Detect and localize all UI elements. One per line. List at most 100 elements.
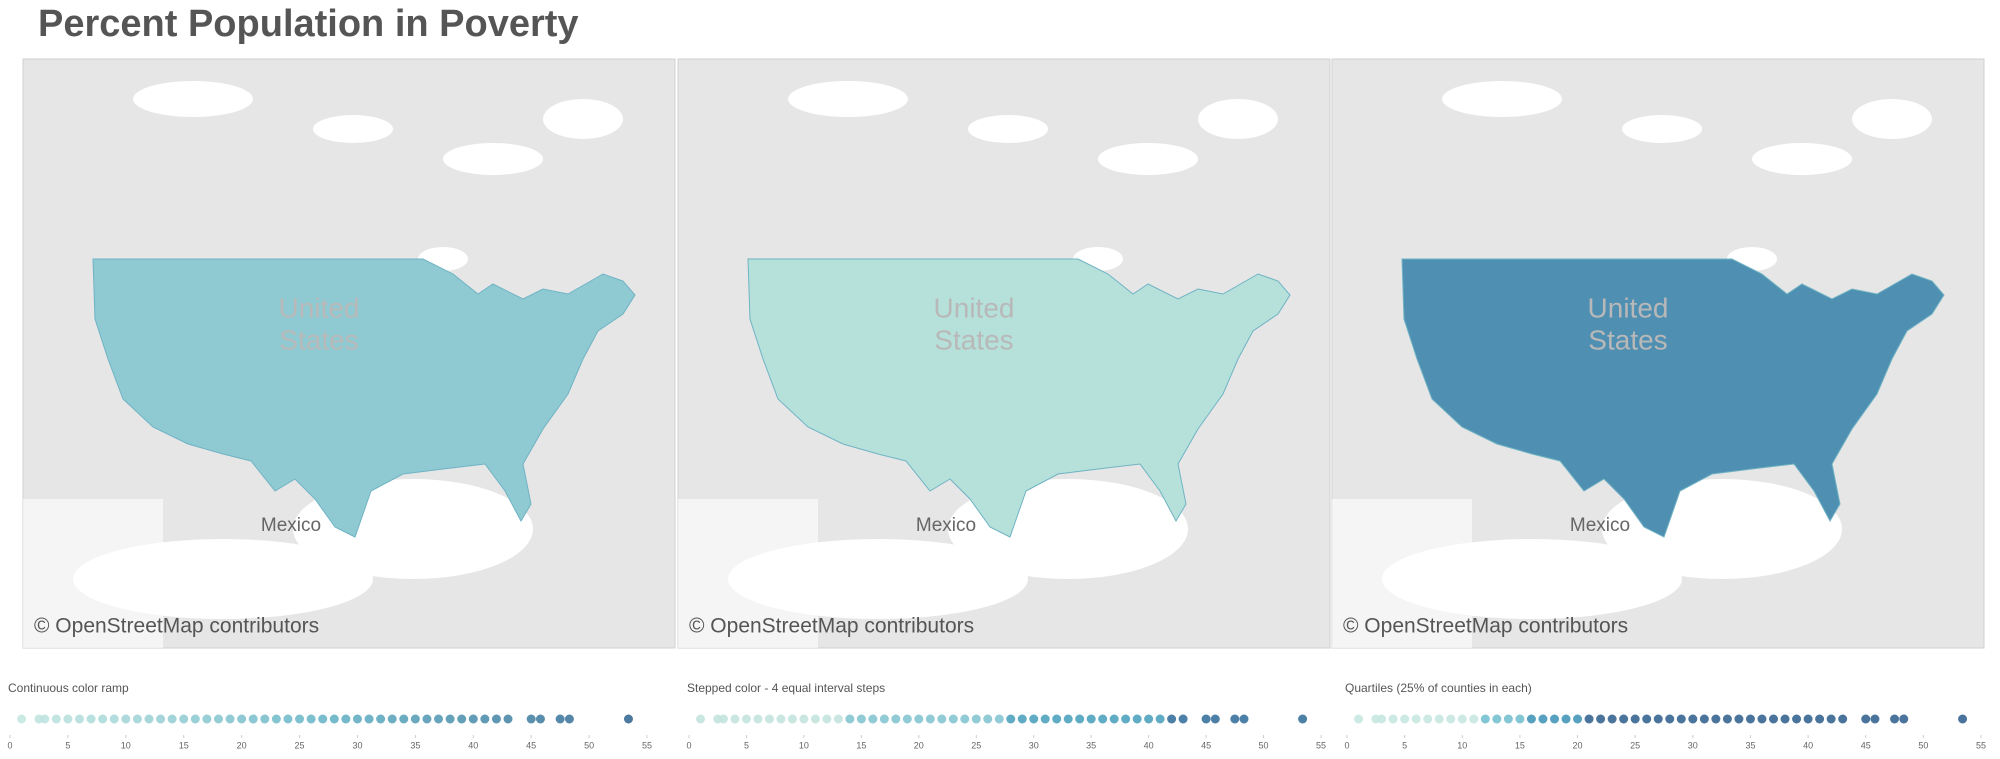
dot	[1063, 714, 1073, 724]
x-tick-label: 0	[1344, 740, 1349, 750]
dot	[1423, 714, 1433, 724]
dot	[271, 714, 281, 724]
dot	[776, 714, 786, 724]
dot	[167, 714, 177, 724]
dot	[225, 714, 235, 724]
dot	[1503, 714, 1513, 724]
dot	[63, 714, 73, 724]
dot	[1699, 714, 1709, 724]
dot	[994, 714, 1004, 724]
dot	[1006, 714, 1016, 724]
dashboard-title: Percent Population in Poverty	[38, 3, 579, 45]
dot	[179, 714, 189, 724]
dot	[1780, 714, 1790, 724]
dot	[1052, 714, 1062, 724]
dot	[764, 714, 774, 724]
dot	[833, 714, 843, 724]
dot	[260, 714, 270, 724]
dot	[1201, 714, 1211, 724]
country-label: States	[934, 324, 1013, 355]
dot	[1121, 714, 1131, 724]
dot	[1899, 714, 1909, 724]
dot	[121, 714, 131, 724]
dot	[457, 714, 467, 724]
dot	[1688, 714, 1698, 724]
dot	[937, 714, 947, 724]
x-tick-label: 5	[65, 740, 70, 750]
x-tick-label: 0	[686, 740, 691, 750]
water	[443, 143, 543, 175]
dot	[86, 714, 96, 724]
dot	[868, 714, 878, 724]
dot	[623, 714, 633, 724]
dot	[564, 714, 574, 724]
dot	[1861, 714, 1871, 724]
dot	[480, 714, 490, 724]
dot	[1653, 714, 1663, 724]
dot	[856, 714, 866, 724]
attribution: © OpenStreetMap contributors	[34, 615, 319, 638]
dot	[1815, 714, 1825, 724]
dot	[741, 714, 751, 724]
dot	[1642, 714, 1652, 724]
x-tick-label: 5	[1402, 740, 1407, 750]
dot	[730, 714, 740, 724]
dot	[422, 714, 432, 724]
x-tick-label: 40	[468, 740, 478, 750]
dot	[445, 714, 455, 724]
attribution: © OpenStreetMap contributors	[1343, 615, 1628, 638]
x-tick-label: 5	[744, 740, 749, 750]
x-tick-label: 35	[410, 740, 420, 750]
strip-title: Continuous color ramp	[8, 681, 129, 695]
dot	[1757, 714, 1767, 724]
dot	[1630, 714, 1640, 724]
dot	[1826, 714, 1836, 724]
dot	[295, 714, 305, 724]
dot	[1515, 714, 1525, 724]
ocean	[1332, 499, 1472, 648]
dot	[1167, 714, 1177, 724]
x-tick-label: 15	[856, 740, 866, 750]
dot	[1745, 714, 1755, 724]
dot	[1607, 714, 1617, 724]
dot	[1469, 714, 1479, 724]
dot	[787, 714, 797, 724]
dot	[503, 714, 513, 724]
x-tick-label: 25	[1630, 740, 1640, 750]
place-label: Mexico	[261, 515, 321, 536]
dot	[1538, 714, 1548, 724]
dot	[1619, 714, 1629, 724]
dot	[1029, 714, 1039, 724]
dot	[1734, 714, 1744, 724]
water	[543, 99, 623, 139]
dot	[190, 714, 200, 724]
dot	[491, 714, 501, 724]
country-label: United	[279, 292, 360, 323]
dot	[879, 714, 889, 724]
dot	[799, 714, 809, 724]
dot	[902, 714, 912, 724]
country-label: United	[934, 292, 1015, 323]
dot	[960, 714, 970, 724]
dot	[914, 714, 924, 724]
country-label: States	[279, 324, 358, 355]
dot	[535, 714, 545, 724]
dot	[1210, 714, 1220, 724]
dot	[1792, 714, 1802, 724]
x-tick-label: 10	[1457, 740, 1467, 750]
water	[1098, 143, 1198, 175]
dot	[51, 714, 61, 724]
dot	[1400, 714, 1410, 724]
dot	[1388, 714, 1398, 724]
water	[1198, 99, 1278, 139]
dot	[144, 714, 154, 724]
dot	[352, 714, 362, 724]
x-tick-label: 55	[1976, 740, 1986, 750]
attribution: © OpenStreetMap contributors	[689, 615, 974, 638]
dot	[695, 714, 705, 724]
dot	[718, 714, 728, 724]
x-tick-label: 30	[1029, 740, 1039, 750]
water	[788, 81, 908, 117]
